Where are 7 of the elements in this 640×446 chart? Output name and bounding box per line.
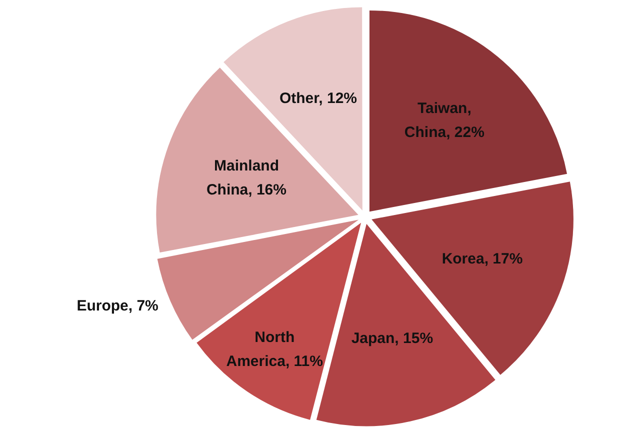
slice-label: Japan, 15% xyxy=(351,330,434,347)
slice-label: Europe, 7% xyxy=(76,298,158,315)
slice-label: North America, 11% xyxy=(226,329,323,370)
slice-label: Korea, 17% xyxy=(442,250,523,268)
slice-label: Other, 12% xyxy=(279,90,358,108)
slice-label: Mainland China, 16% xyxy=(206,158,286,199)
slice-label: Taiwan, China, 22% xyxy=(404,100,484,142)
